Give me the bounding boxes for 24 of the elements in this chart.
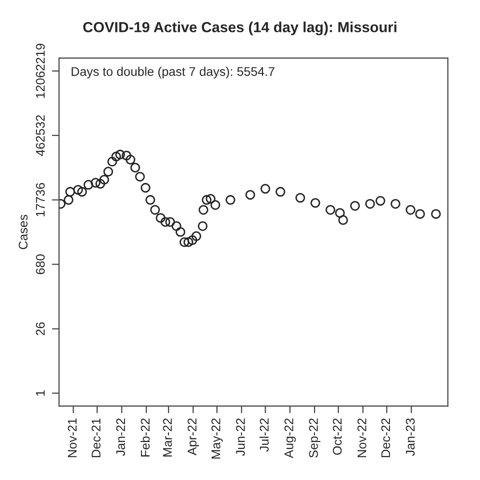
x-tick-label: Nov-22 [357,418,366,458]
x-tick-label: Jan-23 [406,418,415,456]
x-tick-label: Dec-21 [92,418,100,458]
y-tick-label: 1 [36,390,45,396]
x-tick-label: May-22 [211,418,223,459]
x-tick-label: Jan-22 [116,418,126,456]
y-axis-title: Cases [18,214,28,250]
chart-title: COVID-19 Active Cases (14 day lag): Missouri [83,22,396,36]
x-tick-label: Oct-22 [332,418,342,455]
x-tick-label: Nov-21 [68,418,77,458]
y-tick-label: 680 [36,254,45,274]
x-tick-label: Dec-22 [381,418,390,458]
x-tick-label: Jul-22 [260,418,269,452]
y-tick-label: 26 [36,322,45,336]
x-tick-label: Aug-22 [284,418,296,458]
annotation: Days to double (past 7 days): 5554.7 [72,66,274,78]
x-tick-label: Feb-22 [140,418,150,456]
x-tick-label: Apr-22 [188,418,199,456]
y-tick-label: 462532 [36,115,45,156]
x-tick-label: Mar-22 [163,418,172,456]
y-tick-label: 12062219 [36,44,45,98]
x-tick-label: Sep-22 [309,418,320,458]
y-tick-label: 17736 [36,183,45,216]
x-tick-label: Jun-22 [236,418,245,456]
